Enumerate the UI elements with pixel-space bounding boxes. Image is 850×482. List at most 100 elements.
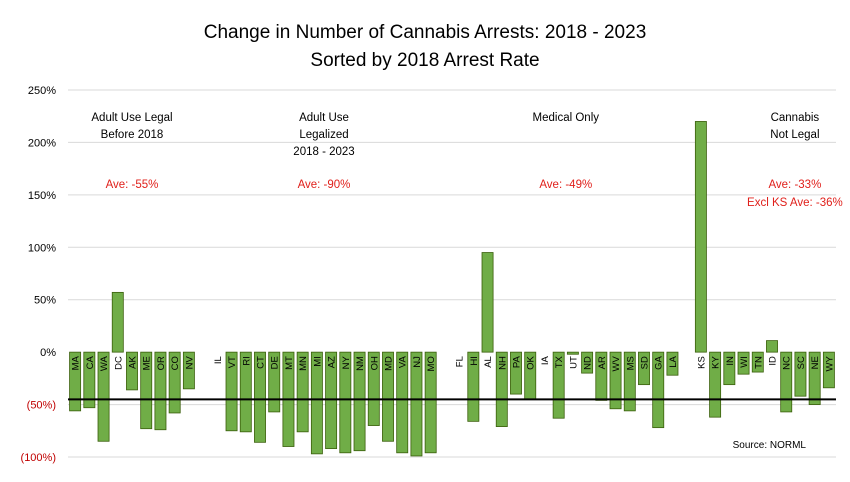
source-note: Source: NORML bbox=[733, 440, 807, 451]
category-label: WA bbox=[99, 355, 110, 371]
category-label: MN bbox=[298, 356, 309, 371]
bar-ne bbox=[808, 351, 821, 405]
chart-title: Change in Number of Cannabis Arrests: 20… bbox=[204, 22, 647, 71]
bar-co bbox=[168, 351, 181, 414]
category-label: MA bbox=[71, 355, 82, 370]
bar-ms bbox=[623, 351, 636, 412]
category-label: WV bbox=[611, 355, 622, 371]
category-label: WI bbox=[739, 356, 750, 368]
bar-nm bbox=[353, 351, 366, 452]
group-annotations: Adult Use Legal Before 2018 Ave: -55% Adult… bbox=[91, 112, 842, 209]
bar-tx bbox=[552, 351, 565, 419]
y-axis: 250% 200% 150% 100% 50% 0% (50%) (100%) bbox=[21, 85, 57, 464]
category-label: CT bbox=[256, 356, 267, 369]
title-line-1: Change in Number of Cannabis Arrests: 20… bbox=[204, 22, 647, 43]
category-label: DE bbox=[270, 356, 281, 369]
bar-az bbox=[325, 351, 338, 450]
category-label: NM bbox=[355, 356, 366, 371]
bar-al bbox=[481, 252, 494, 353]
y-tick-label: 150% bbox=[28, 190, 56, 202]
group-average-extra: Excl KS Ave: -36% bbox=[747, 197, 843, 209]
category-label: IL bbox=[213, 356, 224, 364]
bar-id bbox=[766, 340, 778, 353]
category-label: NH bbox=[497, 356, 508, 370]
category-label: SC bbox=[796, 356, 807, 369]
group-name-line: Legalized bbox=[299, 129, 348, 141]
group-name-line: Adult Use Legal bbox=[91, 112, 172, 124]
bar-wv bbox=[609, 351, 622, 410]
group-name-line: Before 2018 bbox=[101, 129, 164, 141]
category-label: AK bbox=[128, 355, 139, 368]
category-label: OH bbox=[369, 356, 380, 370]
x-axis-labels: MA CA WA DC AK ME OR CO NV IL VT RI CT DE MT MN MI AZ NY NM… bbox=[71, 355, 836, 371]
bar-ca bbox=[83, 351, 96, 409]
category-label: VA bbox=[398, 355, 409, 368]
category-label: ID bbox=[768, 356, 779, 366]
bar-oh bbox=[367, 351, 380, 426]
group-average: Ave: -49% bbox=[539, 179, 592, 191]
bar-nd bbox=[581, 351, 594, 374]
bar-dc bbox=[111, 291, 124, 353]
bar-hi bbox=[467, 351, 480, 422]
category-label: MT bbox=[284, 356, 295, 370]
bar-mi bbox=[310, 351, 323, 455]
bar-ny bbox=[339, 351, 352, 454]
bar-ma bbox=[69, 351, 82, 412]
bar-me bbox=[140, 351, 153, 430]
bar-nh bbox=[495, 351, 508, 427]
category-label: RI bbox=[241, 356, 252, 366]
bar-nj bbox=[410, 351, 423, 457]
bar-nc bbox=[780, 351, 793, 413]
category-label: GA bbox=[654, 355, 665, 369]
category-label: OR bbox=[156, 356, 167, 370]
category-label: IN bbox=[725, 356, 736, 366]
category-label: IA bbox=[540, 355, 551, 365]
bar-sd bbox=[638, 351, 650, 386]
group-average: Ave: -90% bbox=[298, 179, 351, 191]
bar-de bbox=[268, 351, 281, 413]
bar-wa bbox=[97, 351, 110, 442]
y-tick-label: 250% bbox=[28, 85, 56, 97]
bar-mn bbox=[296, 351, 309, 433]
group-name-line: Not Legal bbox=[770, 129, 819, 141]
group-average: Ave: -33% bbox=[768, 179, 821, 191]
category-label: FL bbox=[455, 356, 466, 367]
category-label: ME bbox=[142, 356, 153, 370]
category-label: NV bbox=[184, 355, 195, 369]
category-label: MO bbox=[426, 356, 437, 371]
bar-ct bbox=[254, 351, 266, 443]
bar-vt bbox=[225, 351, 238, 432]
category-label: TN bbox=[753, 356, 764, 369]
bar-or bbox=[154, 351, 167, 431]
bar-wy bbox=[822, 351, 835, 389]
category-label: AR bbox=[597, 356, 608, 369]
category-label: NC bbox=[782, 356, 793, 370]
gridlines bbox=[68, 89, 836, 458]
category-label: AZ bbox=[327, 356, 338, 368]
bar-ks bbox=[694, 121, 707, 353]
bar-nv bbox=[182, 351, 195, 390]
category-label: PA bbox=[512, 355, 523, 368]
y-tick-label: 0% bbox=[40, 347, 56, 359]
category-label: DC bbox=[113, 356, 124, 370]
category-label: ND bbox=[583, 356, 594, 370]
group-name-line: 2018 - 2023 bbox=[293, 146, 354, 158]
category-label: UT bbox=[568, 356, 579, 369]
category-label: CO bbox=[170, 356, 181, 370]
y-tick-label: (50%) bbox=[27, 400, 56, 412]
bar-va bbox=[396, 351, 409, 454]
bar-ri bbox=[239, 351, 252, 433]
bar-tn bbox=[751, 351, 764, 373]
group-name-line: Adult Use bbox=[299, 112, 349, 124]
bar-md bbox=[382, 351, 394, 442]
group-name-line: Medical Only bbox=[533, 112, 600, 124]
y-tick-label: 100% bbox=[28, 242, 56, 254]
category-label: CA bbox=[85, 355, 96, 369]
category-label: AL bbox=[483, 356, 494, 368]
bars bbox=[69, 121, 835, 457]
bar-ak bbox=[126, 351, 138, 391]
category-label: TX bbox=[554, 355, 565, 368]
title-line-2: Sorted by 2018 Arrest Rate bbox=[310, 50, 539, 71]
